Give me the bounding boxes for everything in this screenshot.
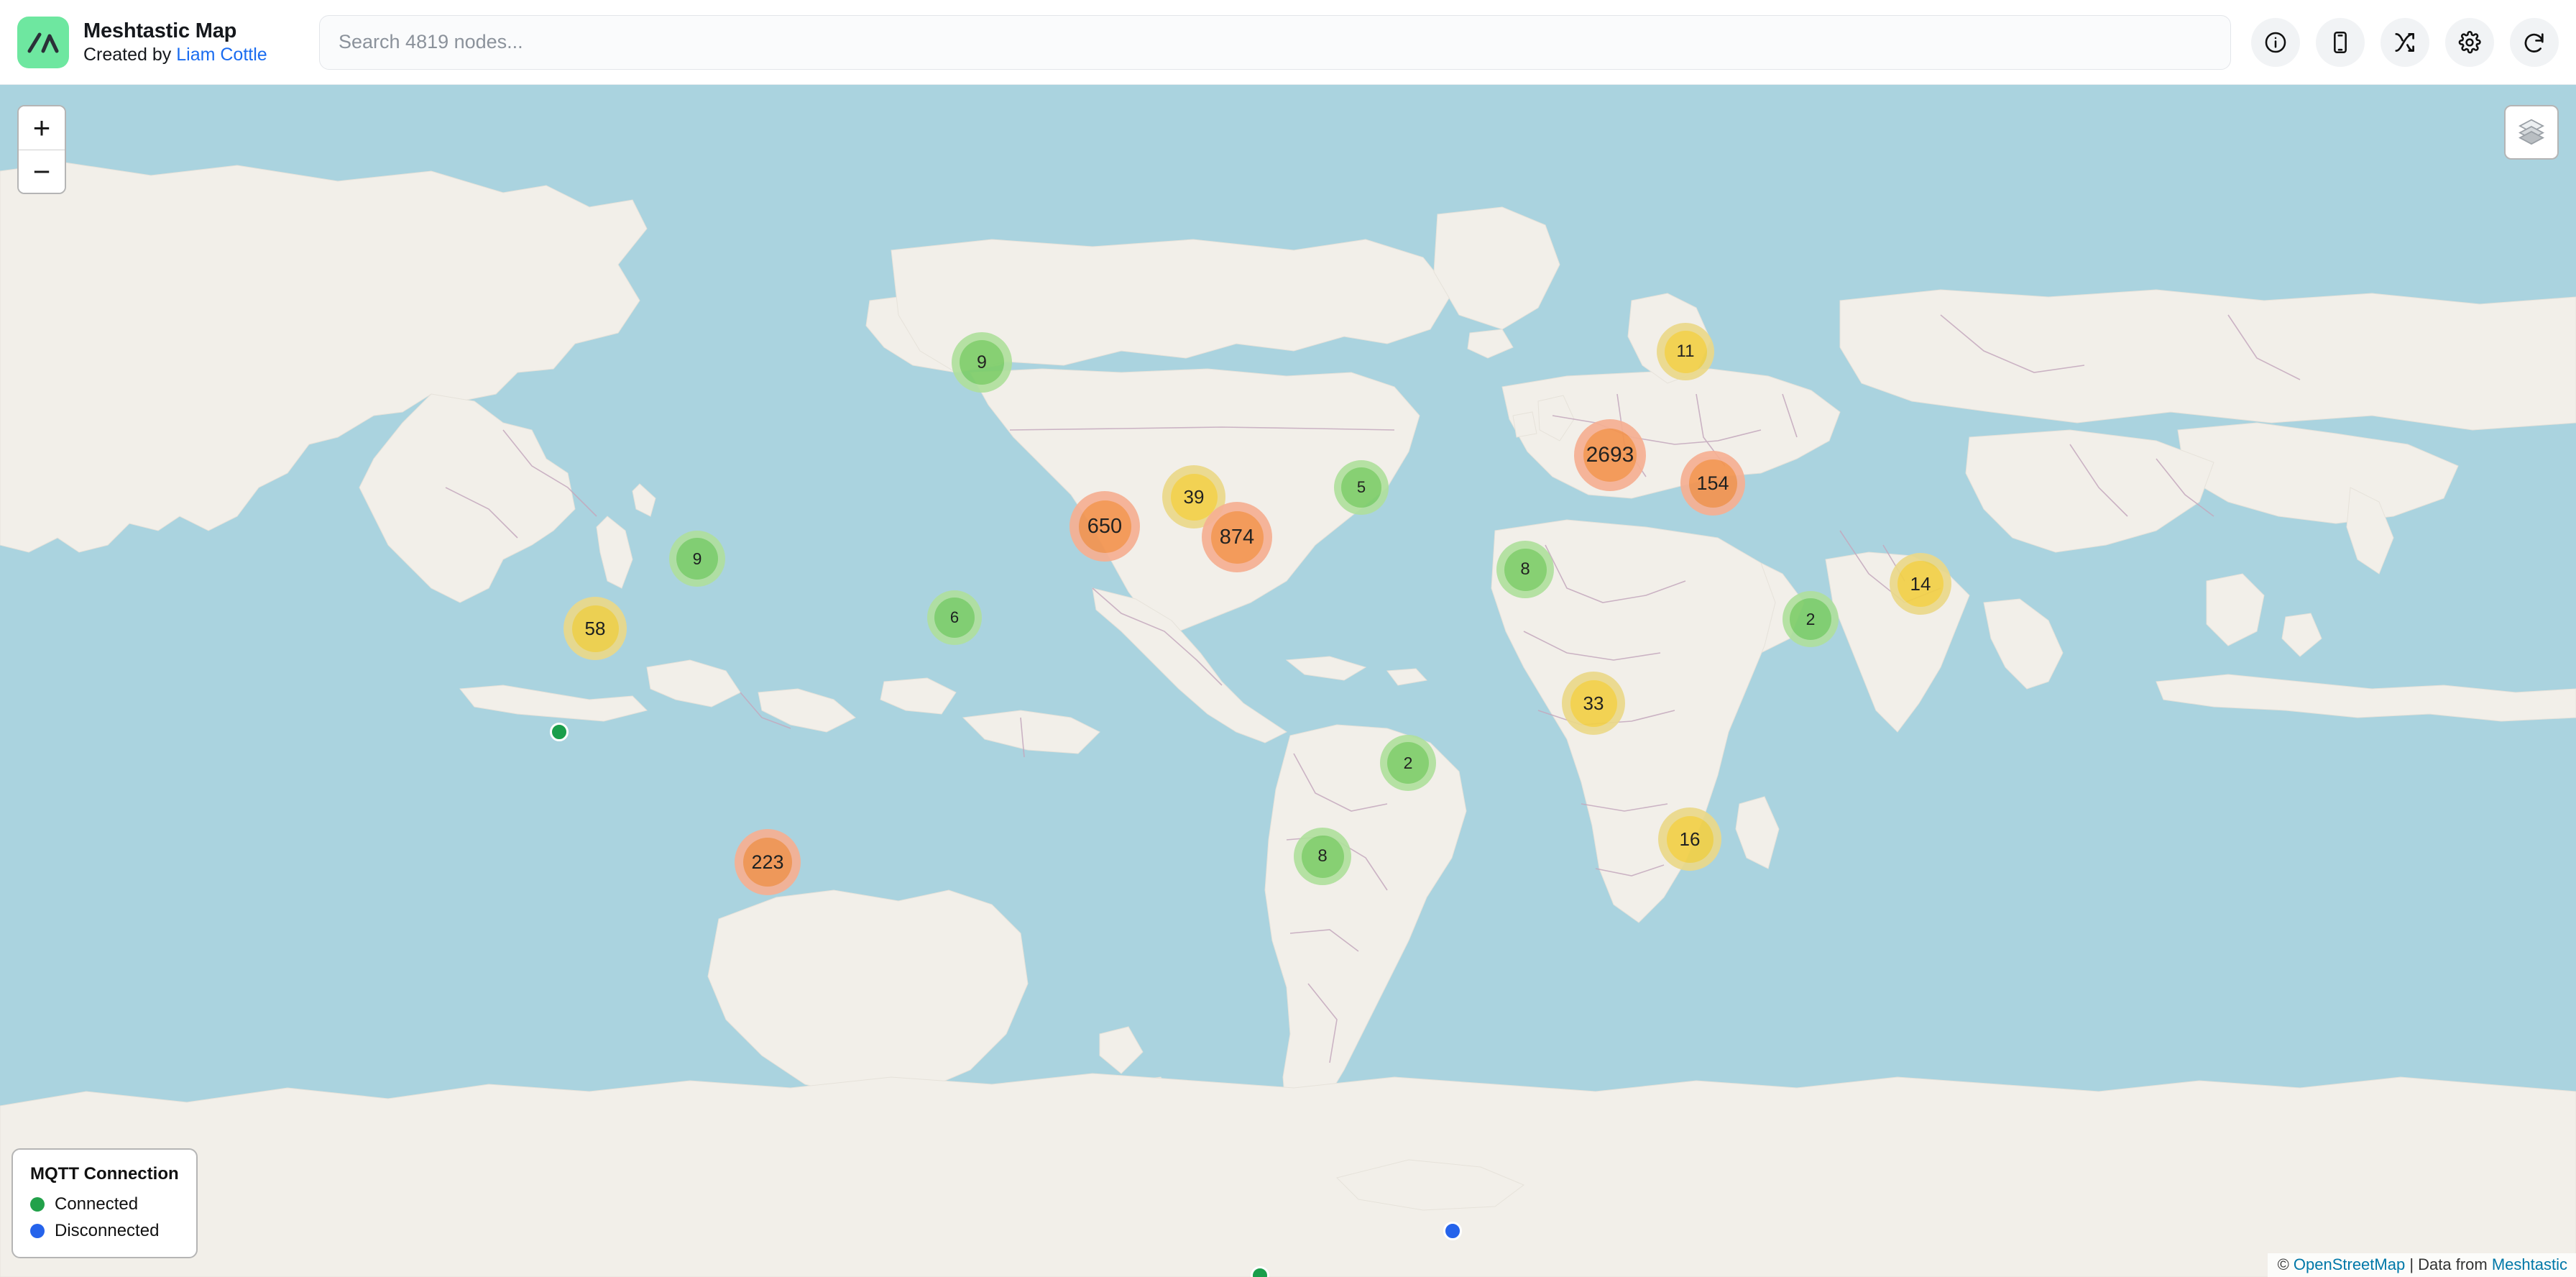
created-by-label: Created by bbox=[83, 44, 177, 65]
cluster-marker[interactable]: 9 bbox=[669, 531, 725, 587]
cluster-marker[interactable]: 650 bbox=[1070, 491, 1140, 562]
cluster-marker[interactable]: 2 bbox=[1782, 591, 1839, 647]
cluster-count: 33 bbox=[1570, 679, 1617, 727]
node-marker[interactable] bbox=[550, 723, 569, 741]
cluster-count: 2693 bbox=[1583, 429, 1637, 482]
layers-button[interactable] bbox=[2504, 105, 2559, 160]
cluster-marker[interactable]: 8 bbox=[1294, 828, 1351, 885]
header-actions bbox=[2251, 17, 2559, 67]
refresh-icon bbox=[2522, 30, 2547, 55]
cluster-count: 39 bbox=[1170, 473, 1218, 521]
app-header: Meshtastic Map Created by Liam Cottle bbox=[0, 0, 2576, 85]
shuffle-icon bbox=[2393, 30, 2417, 55]
gear-icon bbox=[2457, 30, 2482, 55]
attribution: © OpenStreetMap | Data from Meshtastic bbox=[2267, 1253, 2576, 1277]
cluster-marker[interactable]: 16 bbox=[1658, 807, 1721, 871]
smartphone-icon bbox=[2328, 30, 2352, 55]
brand-text: Meshtastic Map Created by Liam Cottle bbox=[83, 19, 267, 66]
legend-label-disconnected: Disconnected bbox=[55, 1221, 160, 1240]
legend-label-connected: Connected bbox=[55, 1194, 139, 1214]
cluster-count: 650 bbox=[1078, 500, 1131, 553]
cluster-count: 223 bbox=[743, 838, 792, 887]
brand: Meshtastic Map Created by Liam Cottle bbox=[17, 16, 319, 68]
cluster-marker[interactable]: 2 bbox=[1380, 735, 1436, 791]
cluster-marker[interactable]: 11 bbox=[1657, 323, 1714, 380]
device-button[interactable] bbox=[2316, 17, 2365, 67]
zoom-in-button[interactable]: + bbox=[19, 106, 65, 150]
layers-icon bbox=[2516, 116, 2547, 150]
attribution-copyright: © bbox=[2277, 1255, 2294, 1273]
meshtastic-link[interactable]: Meshtastic bbox=[2491, 1255, 2567, 1273]
legend-item-disconnected: Disconnected bbox=[30, 1221, 179, 1241]
cluster-marker[interactable]: 58 bbox=[564, 597, 627, 660]
search-input[interactable] bbox=[319, 14, 2231, 70]
disconnected-dot-icon bbox=[30, 1224, 45, 1238]
cluster-count: 14 bbox=[1898, 561, 1944, 607]
settings-button[interactable] bbox=[2445, 17, 2494, 67]
cluster-marker[interactable]: 33 bbox=[1562, 672, 1625, 735]
cluster-count: 9 bbox=[960, 340, 1004, 385]
cluster-count: 9 bbox=[676, 538, 718, 580]
cluster-marker[interactable]: 39 bbox=[1162, 465, 1225, 528]
cluster-count: 5 bbox=[1341, 467, 1381, 508]
map-tile-layer bbox=[0, 85, 2576, 1277]
legend-title: MQTT Connection bbox=[30, 1164, 179, 1184]
page-title: Meshtastic Map bbox=[83, 19, 237, 42]
map-viewport[interactable]: 9 11 2693 154 39 5 650 874 9 8 14 2 58 6 33 2 16 8 223 + −… bbox=[0, 85, 2576, 1277]
legend-item-connected: Connected bbox=[30, 1194, 179, 1214]
cluster-marker[interactable]: 223 bbox=[735, 829, 801, 895]
cluster-marker[interactable]: 154 bbox=[1680, 451, 1745, 516]
cluster-count: 16 bbox=[1666, 815, 1714, 863]
connected-dot-icon bbox=[30, 1197, 45, 1212]
node-marker[interactable] bbox=[1443, 1222, 1462, 1240]
cluster-marker[interactable]: 2693 bbox=[1574, 419, 1646, 491]
cluster-count: 6 bbox=[934, 598, 975, 638]
zoom-out-button[interactable]: − bbox=[19, 150, 65, 193]
cluster-count: 11 bbox=[1664, 330, 1707, 373]
cluster-count: 2 bbox=[1790, 598, 1831, 640]
cluster-count: 2 bbox=[1387, 742, 1429, 784]
author-link[interactable]: Liam Cottle bbox=[176, 44, 267, 65]
refresh-button[interactable] bbox=[2510, 17, 2559, 67]
openstreetmap-link[interactable]: OpenStreetMap bbox=[2293, 1255, 2406, 1273]
shuffle-button[interactable] bbox=[2380, 17, 2429, 67]
brand-subtitle: Created by Liam Cottle bbox=[83, 44, 267, 66]
zoom-control: + − bbox=[17, 105, 66, 194]
cluster-count: 8 bbox=[1301, 835, 1344, 878]
meshtastic-logo-icon bbox=[17, 16, 69, 68]
cluster-marker[interactable]: 5 bbox=[1334, 460, 1389, 515]
cluster-count: 58 bbox=[571, 605, 619, 652]
node-marker[interactable] bbox=[1251, 1266, 1269, 1277]
cluster-count: 874 bbox=[1210, 511, 1264, 564]
cluster-marker[interactable]: 14 bbox=[1890, 553, 1951, 615]
info-icon bbox=[2263, 30, 2288, 55]
search-container bbox=[319, 14, 2251, 70]
cluster-marker[interactable]: 874 bbox=[1202, 502, 1272, 572]
cluster-count: 8 bbox=[1504, 548, 1547, 591]
cluster-marker[interactable]: 9 bbox=[952, 332, 1012, 393]
cluster-marker[interactable]: 8 bbox=[1496, 541, 1554, 598]
cluster-count: 154 bbox=[1688, 459, 1737, 508]
info-button[interactable] bbox=[2251, 17, 2300, 67]
legend: MQTT Connection Connected Disconnected bbox=[12, 1148, 198, 1258]
cluster-marker[interactable]: 6 bbox=[927, 590, 982, 645]
attribution-separator: | Data from bbox=[2405, 1255, 2492, 1273]
